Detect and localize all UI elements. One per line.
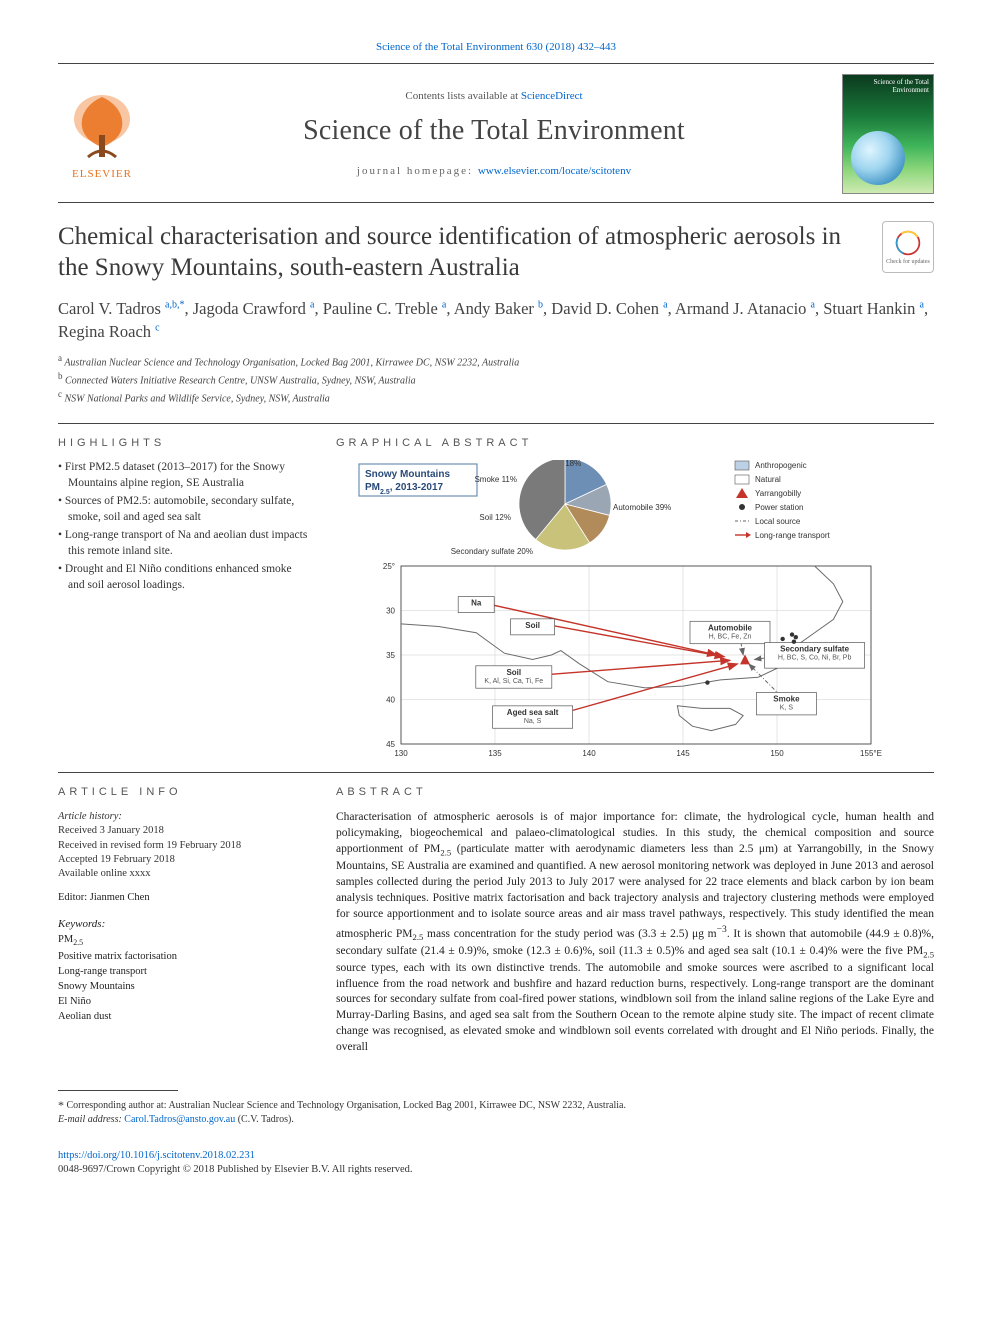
- svg-text:H, BC, S, Co, Ni, Br, Pb: H, BC, S, Co, Ni, Br, Pb: [778, 655, 852, 662]
- svg-text:Secondary sulfate 20%: Secondary sulfate 20%: [451, 547, 533, 556]
- svg-text:K, Al, Si, Ca, Ti, Fe: K, Al, Si, Ca, Ti, Fe: [484, 678, 543, 685]
- graphical-abstract-figure: Snowy MountainsPM2.5, 2013-2017Sea 18%Sm…: [336, 460, 934, 758]
- article-info-section: ARTICLE INFO Article history: Received 3…: [58, 785, 310, 1056]
- running-head-link[interactable]: Science of the Total Environment 630 (20…: [376, 41, 616, 53]
- divider: [58, 423, 934, 424]
- highlights-section: HIGHLIGHTS First PM2.5 dataset (2013–201…: [58, 436, 310, 759]
- graphical-abstract-heading: GRAPHICAL ABSTRACT: [336, 436, 934, 451]
- divider: [58, 202, 934, 203]
- keyword: El Niño: [58, 994, 310, 1009]
- svg-text:145: 145: [676, 749, 690, 758]
- highlights-heading: HIGHLIGHTS: [58, 436, 310, 451]
- doi-link[interactable]: https://doi.org/10.1016/j.scitotenv.2018…: [58, 1150, 255, 1161]
- svg-text:Local source: Local source: [755, 517, 801, 526]
- svg-text:Smoke 11%: Smoke 11%: [474, 475, 517, 484]
- keyword: Aeolian dust: [58, 1009, 310, 1024]
- highlight-item: Drought and El Niño conditions enhanced …: [58, 562, 310, 593]
- corresponding-email-link[interactable]: Carol.Tadros@ansto.gov.au: [124, 1114, 235, 1125]
- abstract-body: Characterisation of atmospheric aerosols…: [336, 810, 934, 1056]
- globe-icon: [851, 131, 905, 185]
- svg-text:25°: 25°: [383, 562, 395, 571]
- affiliation: a Australian Nuclear Science and Technol…: [58, 352, 934, 370]
- author-list: Carol V. Tadros a,b,*, Jagoda Crawford a…: [58, 297, 934, 343]
- sciencedirect-link[interactable]: ScienceDirect: [521, 90, 583, 102]
- svg-text:Na, S: Na, S: [524, 718, 542, 725]
- keyword: Long-range transport: [58, 964, 310, 979]
- svg-text:Natural: Natural: [755, 475, 781, 484]
- corresponding-author-footnote: * Corresponding author at: Australian Nu…: [58, 1097, 934, 1127]
- crossmark-badge[interactable]: Check for updates: [882, 221, 934, 273]
- article-history-item: Available online xxxx: [58, 867, 310, 881]
- svg-text:Long-range transport: Long-range transport: [755, 531, 830, 540]
- affiliation: b Connected Waters Initiative Research C…: [58, 370, 934, 388]
- keyword: PM2.5: [58, 932, 310, 949]
- journal-homepage-link[interactable]: www.elsevier.com/locate/scitotenv: [478, 165, 631, 177]
- svg-text:Smoke: Smoke: [773, 695, 800, 704]
- doi-block: https://doi.org/10.1016/j.scitotenv.2018…: [58, 1149, 934, 1177]
- keyword: Snowy Mountains: [58, 979, 310, 994]
- article-title: Chemical characterisation and source ide…: [58, 221, 868, 284]
- svg-text:Secondary sulfate: Secondary sulfate: [780, 645, 849, 654]
- svg-text:155°E: 155°E: [860, 749, 882, 758]
- svg-text:45: 45: [386, 740, 395, 749]
- article-history-label: Article history:: [58, 810, 310, 824]
- abstract-heading: ABSTRACT: [336, 785, 934, 800]
- svg-text:135: 135: [488, 749, 502, 758]
- affiliation: c NSW National Parks and Wildlife Servic…: [58, 388, 934, 406]
- article-history-item: Received in revised form 19 February 201…: [58, 839, 310, 853]
- affiliations: a Australian Nuclear Science and Technol…: [58, 352, 934, 407]
- svg-text:130: 130: [394, 749, 408, 758]
- publisher-logo: ELSEVIER: [58, 85, 146, 183]
- editor-line: Editor: Jianmen Chen: [58, 891, 310, 905]
- svg-text:Soil: Soil: [506, 668, 521, 677]
- keywords-list: PM2.5 Positive matrix factorisation Long…: [58, 932, 310, 1025]
- elsevier-tree-icon: ELSEVIER: [58, 85, 146, 183]
- divider: [58, 772, 934, 773]
- article-history-item: Accepted 19 February 2018: [58, 853, 310, 867]
- abstract-section: ABSTRACT Characterisation of atmospheric…: [336, 785, 934, 1056]
- svg-text:K, S: K, S: [780, 705, 794, 712]
- svg-text:Soil: Soil: [525, 621, 540, 630]
- copyright-line: 0048-9697/Crown Copyright © 2018 Publish…: [58, 1163, 934, 1177]
- keyword: Positive matrix factorisation: [58, 949, 310, 964]
- svg-text:150: 150: [770, 749, 784, 758]
- svg-text:H, BC, Fe, Zn: H, BC, Fe, Zn: [709, 634, 752, 641]
- svg-text:Aged sea salt: Aged sea salt: [507, 708, 559, 717]
- svg-text:Automobile 39%: Automobile 39%: [613, 503, 671, 512]
- journal-homepage-line: journal homepage: www.elsevier.com/locat…: [158, 164, 830, 179]
- crossmark-icon: [894, 229, 922, 257]
- divider: [58, 63, 934, 64]
- svg-text:35: 35: [386, 651, 395, 660]
- masthead: ELSEVIER Contents lists available at Sci…: [58, 74, 934, 194]
- contents-available-line: Contents lists available at ScienceDirec…: [158, 89, 830, 104]
- keywords-label: Keywords:: [58, 917, 310, 932]
- svg-text:Power station: Power station: [755, 503, 803, 512]
- svg-text:40: 40: [386, 696, 395, 705]
- crossmark-label: Check for updates: [886, 259, 930, 265]
- svg-text:Automobile: Automobile: [708, 624, 753, 633]
- graphical-abstract-section: GRAPHICAL ABSTRACT Snowy MountainsPM2.5,…: [336, 436, 934, 759]
- svg-text:ELSEVIER: ELSEVIER: [72, 168, 132, 180]
- footnote-divider: [58, 1090, 178, 1091]
- svg-text:Na: Na: [471, 599, 482, 608]
- journal-cover-thumbnail: Science of the Total Environment: [842, 74, 934, 194]
- svg-text:140: 140: [582, 749, 596, 758]
- svg-text:Yarrangobilly: Yarrangobilly: [755, 489, 801, 498]
- svg-text:Anthropogenic: Anthropogenic: [755, 461, 807, 470]
- highlight-item: Long-range transport of Na and aeolian d…: [58, 528, 310, 559]
- highlight-item: Sources of PM2.5: automobile, secondary …: [58, 494, 310, 525]
- article-history-item: Received 3 January 2018: [58, 824, 310, 838]
- svg-text:Soil 12%: Soil 12%: [479, 513, 511, 522]
- journal-title: Science of the Total Environment: [158, 112, 830, 150]
- svg-text:30: 30: [386, 607, 395, 616]
- highlight-item: First PM2.5 dataset (2013–2017) for the …: [58, 460, 310, 491]
- running-head: Science of the Total Environment 630 (20…: [58, 40, 934, 55]
- article-info-heading: ARTICLE INFO: [58, 785, 310, 800]
- svg-text:Snowy Mountains: Snowy Mountains: [365, 469, 450, 480]
